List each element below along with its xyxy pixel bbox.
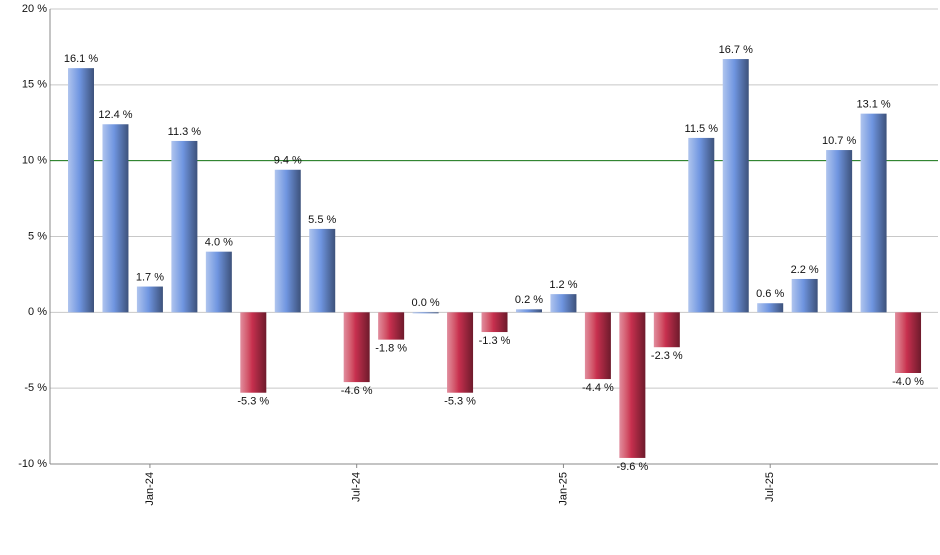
bar — [240, 312, 267, 393]
bar — [274, 169, 301, 313]
value-label: 0.0 % — [412, 297, 440, 309]
bar — [343, 312, 370, 383]
bar — [791, 278, 818, 313]
value-label: 11.5 % — [685, 123, 719, 135]
bar — [481, 312, 508, 333]
x-tick-label: Jan-24 — [144, 472, 156, 506]
value-label: 1.2 % — [549, 279, 577, 291]
value-label: 1.7 % — [136, 271, 164, 283]
value-label: -4.6 % — [341, 385, 373, 397]
x-tick-label: Jul-25 — [764, 472, 776, 502]
bar — [447, 312, 474, 393]
bar — [136, 286, 163, 313]
value-label: -5.3 % — [444, 396, 476, 408]
bar — [653, 312, 680, 348]
value-label: 4.0 % — [205, 237, 233, 249]
value-label: -1.3 % — [479, 335, 511, 347]
bar — [757, 303, 784, 313]
value-label: -1.8 % — [375, 343, 407, 355]
value-label: -4.0 % — [892, 376, 924, 388]
bar — [378, 312, 405, 340]
bar — [205, 251, 232, 313]
value-label: -2.3 % — [651, 350, 683, 362]
bar — [688, 137, 715, 313]
value-label: 13.1 % — [856, 99, 890, 111]
bar — [515, 309, 542, 313]
value-label: 9.4 % — [274, 155, 302, 167]
bar — [722, 59, 749, 313]
value-label: 0.6 % — [756, 288, 784, 300]
y-tick-label: -10 % — [18, 458, 47, 470]
value-label: 5.5 % — [308, 214, 336, 226]
value-label: 2.2 % — [791, 264, 819, 276]
bar — [619, 312, 646, 458]
bar — [584, 312, 611, 380]
value-label: 0.2 % — [515, 294, 543, 306]
value-label: -5.3 % — [237, 396, 269, 408]
value-label: 11.3 % — [168, 126, 202, 138]
bar — [68, 68, 94, 313]
x-tick-label: Jul-24 — [351, 472, 363, 502]
y-tick-label: 15 % — [22, 79, 47, 91]
y-tick-label: 10 % — [22, 155, 47, 167]
value-label: -9.6 % — [616, 461, 648, 473]
value-label: 16.7 % — [719, 44, 753, 56]
bar — [860, 113, 887, 313]
value-label: 16.1 % — [64, 53, 98, 65]
y-tick-label: -5 % — [24, 382, 47, 394]
value-label: 10.7 % — [822, 135, 856, 147]
bar — [826, 150, 853, 313]
bar — [102, 124, 129, 313]
y-tick-label: 0 % — [28, 306, 47, 318]
bar — [412, 312, 439, 314]
value-label: 12.4 % — [98, 109, 132, 121]
bar — [171, 140, 198, 313]
bar — [895, 312, 922, 373]
x-tick-label: Jan-25 — [557, 472, 569, 506]
value-label: -4.4 % — [582, 382, 614, 394]
y-tick-label: 5 % — [28, 230, 47, 242]
y-tick-label: 20 % — [22, 3, 47, 15]
bar — [309, 228, 336, 313]
bar — [550, 294, 577, 313]
